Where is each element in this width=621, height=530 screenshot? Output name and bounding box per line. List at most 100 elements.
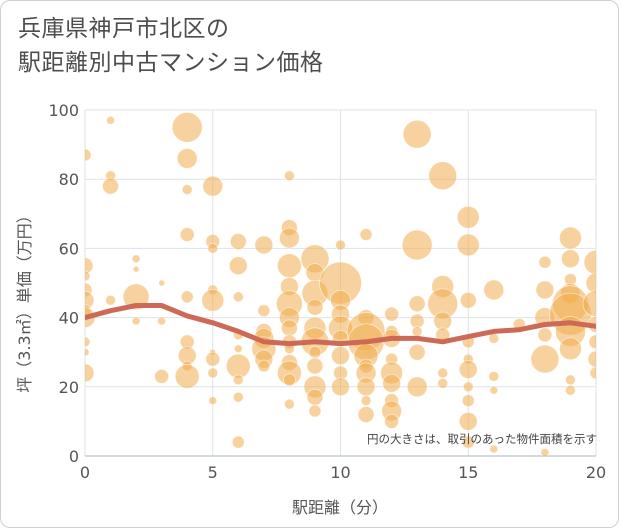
bubble [382,373,402,393]
bubble [180,290,194,304]
chart-title-line1: 兵庫県神戸市北区の [18,16,230,42]
bubble [461,394,475,408]
bubble [207,367,219,379]
bubble [233,344,243,354]
bubble [409,313,425,329]
y-tick-label: 0 [69,447,79,466]
bubble [231,435,245,449]
bubble [157,316,167,326]
bubble [232,391,244,403]
trend-layer [85,303,596,347]
bubble [582,290,596,318]
bubble [276,253,302,279]
y-tick-label: 100 [48,101,79,120]
bubble [85,257,94,275]
bubble [106,115,115,125]
bubble [154,369,170,384]
bubble [331,377,350,397]
bubble [437,367,449,379]
bubble [561,249,580,269]
bubble [85,363,95,383]
bubble [565,374,576,386]
trend-line [85,303,596,347]
bubble [462,381,474,393]
bubble [254,235,274,255]
tick-labels: 0 20 40 60 80 100 0 5 10 15 20 [48,101,606,482]
bubble [257,359,271,373]
bubble [201,288,225,312]
bubble [208,396,218,406]
x-axis-label: 駅距離（分） [292,498,388,517]
size-annotation: 円の大きさは、取引のあった物件面積を示す [367,432,597,446]
bubble [85,336,91,348]
bubble [174,364,200,389]
bubble [559,226,582,250]
bubble [158,279,166,287]
bubble [308,404,322,418]
bubble [225,353,251,379]
bubble [489,385,499,395]
bubble [131,316,141,326]
bubble [461,435,475,449]
bubble [282,373,296,387]
bubble [530,344,560,374]
bubble [228,256,248,276]
y-axis-label: 坪（3.3㎡）単価（万円） [15,207,34,392]
bubble [306,298,324,316]
bubble [283,170,295,182]
bubble [181,184,193,195]
bubble [535,280,555,300]
bubble [456,205,480,229]
bubble [207,242,219,254]
x-tick-label: 20 [586,463,606,482]
bubble [384,306,400,322]
bubble [401,229,433,261]
bubble [176,148,198,169]
y-tick-label: 40 [59,309,79,328]
bubble [335,239,346,251]
bubble [257,304,271,318]
bubble [488,371,500,382]
bubble [232,374,244,386]
bubble [85,270,91,282]
x-tick-label: 15 [458,463,478,482]
bubble [331,346,350,366]
y-tick-label: 60 [59,239,79,258]
bubble [559,337,582,361]
bubble [458,411,478,431]
bubble [540,448,550,456]
bubble [85,148,92,162]
bubble [357,406,375,423]
bubble [489,444,499,454]
bubble [402,119,432,149]
x-tick-label: 0 [80,463,90,482]
bubble [456,233,480,257]
bubble [102,177,119,195]
y-tick-label: 80 [59,170,79,189]
bubble [458,360,478,379]
bubble [583,249,596,275]
y-tick-label: 20 [59,378,79,397]
bubble [171,111,203,143]
bubble [483,279,505,301]
chart-title: 兵庫県神戸市北区の 駅距離別中古マンション価格 [18,12,324,80]
bubble [356,377,376,397]
bubble [565,384,576,396]
chart-title-line2: 駅距離別中古マンション価格 [18,50,324,76]
bubble [585,272,596,294]
bubble [308,345,322,359]
bubble [384,413,400,429]
bubble [132,265,140,273]
x-tick-label: 10 [330,463,350,482]
bubble [588,334,596,350]
bubble [131,254,141,264]
bubble [408,343,426,361]
bubble [278,227,300,249]
bubble [280,319,298,337]
x-tick-label: 5 [208,463,218,482]
bubble [411,326,423,337]
bubble [179,227,195,242]
bubble [488,332,500,344]
bubble [232,291,244,303]
